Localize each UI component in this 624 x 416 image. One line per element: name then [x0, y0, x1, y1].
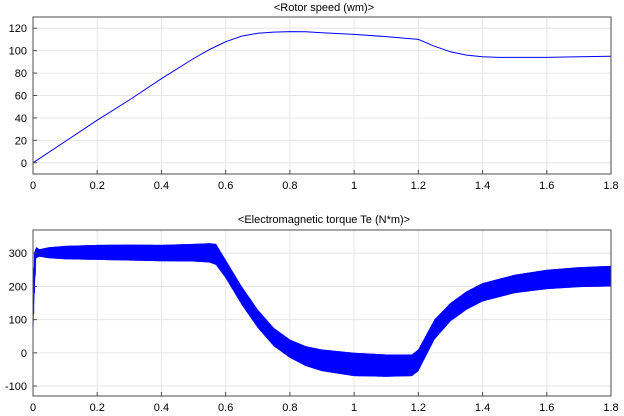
y-tick-label: 80: [15, 68, 27, 80]
x-tick-label: 1.2: [411, 402, 426, 414]
torque-chart: <Electromagnetic torque Te (N*m)> 0 0.2 0.…: [5, 214, 619, 414]
rotor-speed-axes-frame: [32, 16, 612, 175]
rotor-speed-chart: <Rotor speed (wm)> 0 0.2 0.4 0.6 0.8 1 1.2 1.4 1…: [9, 2, 619, 192]
y-tick-label: 60: [15, 91, 27, 103]
x-tick-label: 0.4: [154, 402, 169, 414]
torque-axes-frame: [32, 229, 612, 397]
torque-x-ticks: 0 0.2 0.4 0.6 0.8 1 1.2 1.4 1.6 1.8: [30, 392, 619, 414]
x-tick-label: 0.2: [90, 402, 105, 414]
rotor-speed-line: [32, 31, 612, 164]
y-tick-label: 100: [9, 46, 27, 58]
y-tick-label: 100: [9, 315, 27, 327]
rotor-speed-series: [32, 31, 612, 164]
y-tick-label: 0: [21, 158, 27, 170]
y-tick-label: 120: [9, 23, 27, 35]
x-tick-label: 0: [30, 402, 36, 414]
x-tick-label: 1: [351, 180, 357, 192]
x-tick-label: 0.6: [218, 180, 233, 192]
y-tick-label: -100: [5, 381, 27, 393]
y-tick-label: 0: [21, 348, 27, 360]
torque-y-ticks: -100 0 100 200 300: [5, 248, 37, 393]
y-tick-label: 300: [9, 248, 27, 260]
x-tick-label: 1.2: [411, 180, 426, 192]
y-tick-label: 200: [9, 281, 27, 293]
x-tick-label: 1.8: [603, 402, 618, 414]
x-tick-label: 1.4: [475, 180, 490, 192]
x-tick-label: 1.6: [539, 180, 554, 192]
x-tick-label: 0.2: [90, 180, 105, 192]
x-tick-label: 0.8: [282, 402, 297, 414]
x-tick-label: 1.8: [603, 180, 618, 192]
x-tick-label: 0.8: [282, 180, 297, 192]
x-tick-label: 0.6: [218, 402, 233, 414]
y-tick-label: 20: [15, 135, 27, 147]
x-tick-label: 0.4: [154, 180, 169, 192]
rotor-speed-title: <Rotor speed (wm)>: [274, 2, 374, 14]
rotor-speed-y-ticks: 0 20 40 60 80 100 120: [9, 23, 37, 170]
x-tick-label: 1.4: [475, 402, 490, 414]
x-tick-label: 0: [30, 180, 36, 192]
x-tick-label: 1: [351, 402, 357, 414]
y-tick-label: 40: [15, 113, 27, 125]
torque-title: <Electromagnetic torque Te (N*m)>: [238, 214, 410, 226]
x-tick-label: 1.6: [539, 402, 554, 414]
